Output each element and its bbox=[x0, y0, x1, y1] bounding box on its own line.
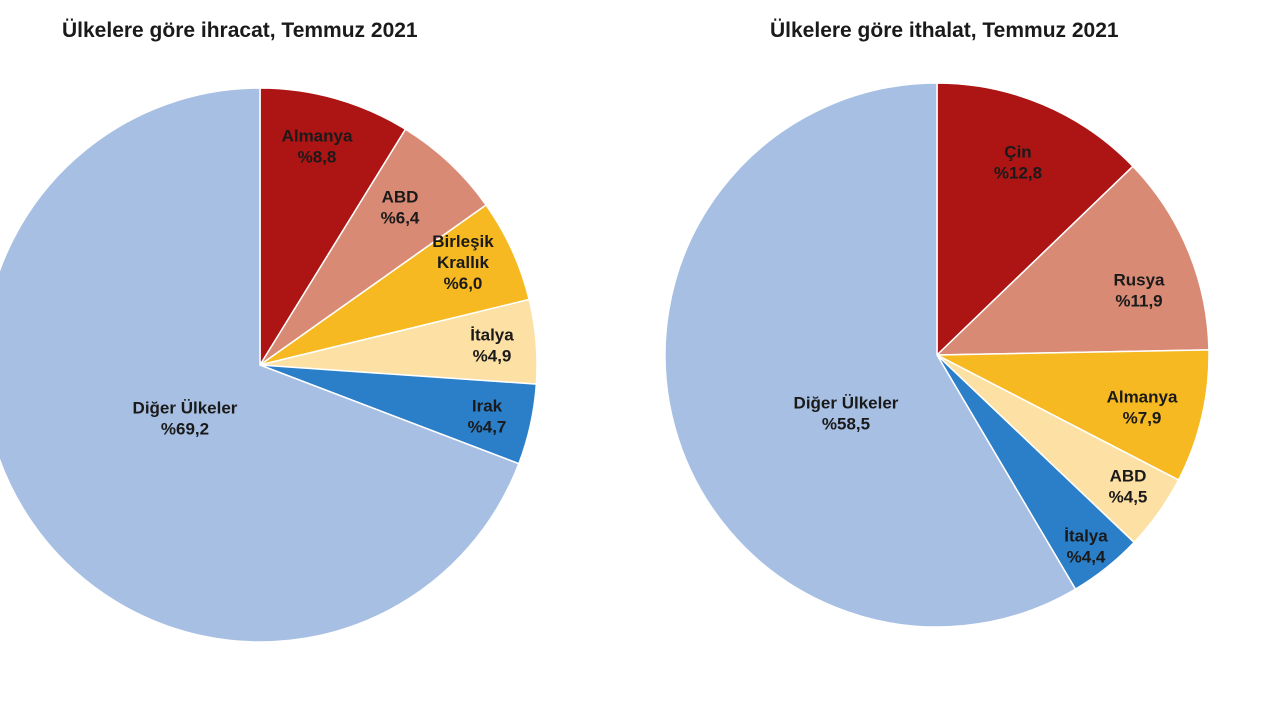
export-slice-label-1: ABD %6,4 bbox=[381, 188, 420, 228]
import-slice-label-0: Çin %12,8 bbox=[994, 143, 1042, 183]
export-slice-label-3: İtalya %4,9 bbox=[470, 326, 514, 366]
export-chart-title: Ülkelere göre ihracat, Temmuz 2021 bbox=[62, 19, 418, 42]
export-slice-0 bbox=[259, 87, 407, 368]
export-pie: Almanya %8,8 ABD %6,4 Birleşik Krallık %6,0 İta… bbox=[0, 87, 538, 643]
import-slice-1 bbox=[935, 165, 1210, 356]
import-slice-label-3: ABD %4,5 bbox=[1109, 467, 1148, 507]
import-slice-5 bbox=[664, 82, 1077, 628]
import-slice-label-5: Diğer Ülkeler %58,5 bbox=[794, 394, 899, 434]
import-slice-label-2: Almanya %7,9 bbox=[1107, 388, 1178, 428]
import-slice-label-1: Rusya %11,9 bbox=[1113, 271, 1165, 311]
import-slice-label-4: İtalya %4,4 bbox=[1064, 527, 1108, 567]
export-slice-label-5: Diğer Ülkeler %69,2 bbox=[133, 399, 238, 439]
import-chart-title: Ülkelere göre ithalat, Temmuz 2021 bbox=[770, 19, 1119, 42]
import-pie: Çin %12,8 Rusya %11,9 Almanya %7,9 ABD %4,5İtal… bbox=[664, 82, 1210, 628]
import-slice-2 bbox=[936, 349, 1210, 482]
export-slice-label-2: Birleşik Krallık %6,0 bbox=[432, 232, 494, 293]
import-slice-0 bbox=[936, 82, 1134, 357]
export-slice-label-0: Almanya %8,8 bbox=[282, 127, 353, 167]
export-slice-5 bbox=[0, 87, 520, 643]
export-slice-label-4: Irak %4,7 bbox=[468, 397, 507, 437]
export-slice-1 bbox=[259, 128, 488, 366]
